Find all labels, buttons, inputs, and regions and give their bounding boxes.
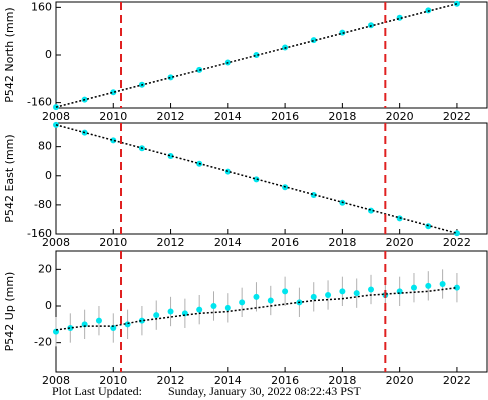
data-point <box>410 284 417 291</box>
x-tick-label: 2014 <box>214 110 242 123</box>
data-point <box>153 312 160 319</box>
footer-value: Sunday, January 30, 2022 08:22:43 PST <box>168 384 362 398</box>
model-line <box>55 124 458 234</box>
x-tick-label: 2012 <box>157 110 185 123</box>
data-point <box>167 74 174 81</box>
data-point <box>167 308 174 315</box>
x-tick-label: 2022 <box>443 110 471 123</box>
data-point <box>339 288 346 295</box>
x-tick-label: 2018 <box>328 374 356 387</box>
footer-label: Plot Last Updated: <box>52 384 142 398</box>
y-tick-label: 0 <box>45 169 52 182</box>
x-tick-label: 2008 <box>42 110 70 123</box>
data-point <box>339 29 346 36</box>
y-tick-label: -160 <box>27 227 52 240</box>
data-point <box>453 284 460 291</box>
data-point <box>453 230 460 237</box>
data-point <box>167 153 174 160</box>
y-tick-label: 0 <box>45 299 52 312</box>
y-tick-label: 160 <box>31 0 52 13</box>
model-line <box>55 3 458 108</box>
y-tick-label: -80 <box>34 198 52 211</box>
data-point <box>325 292 332 298</box>
x-tick-label: 2016 <box>271 236 299 249</box>
y-tick-label: 0 <box>45 48 52 61</box>
data-point <box>282 288 289 295</box>
x-tick-label: 2018 <box>328 110 356 123</box>
data-point <box>95 317 102 324</box>
data-point <box>81 321 88 328</box>
x-tick-label: 2014 <box>214 374 242 387</box>
data-point <box>425 282 432 289</box>
y-tick-label: -160 <box>27 96 52 109</box>
data-point <box>138 317 145 324</box>
data-point <box>224 304 231 311</box>
data-point <box>110 89 117 96</box>
data-point <box>439 281 446 287</box>
y-tick-label: 20 <box>38 262 52 275</box>
y-axis-label: P542 North (mm) <box>3 7 16 102</box>
x-tick-label: 2016 <box>271 374 299 387</box>
x-tick-label: 2020 <box>386 110 414 123</box>
data-point <box>110 137 117 144</box>
model-line <box>55 286 458 331</box>
x-tick-label: 2022 <box>443 374 471 387</box>
data-point <box>210 303 217 309</box>
x-tick-label: 2010 <box>99 374 127 387</box>
y-tick-label: 80 <box>38 140 52 153</box>
data-point <box>253 293 260 300</box>
x-tick-label: 2022 <box>443 236 471 249</box>
x-tick-label: 2012 <box>157 374 185 387</box>
plot-frame <box>55 122 488 235</box>
x-tick-label: 2018 <box>328 236 356 249</box>
y-axis-label: P542 Up (mm) <box>3 272 16 352</box>
x-tick-label: 2010 <box>99 110 127 123</box>
x-tick-label: 2016 <box>271 110 299 123</box>
plot-frame <box>55 250 488 373</box>
x-tick-label: 2008 <box>42 374 70 387</box>
y-tick-label: -20 <box>34 336 52 349</box>
data-point <box>239 299 246 306</box>
x-tick-label: 2010 <box>99 236 127 249</box>
data-point <box>196 306 203 313</box>
x-tick-label: 2012 <box>157 236 185 249</box>
data-point <box>267 297 274 304</box>
data-point <box>453 0 460 7</box>
data-point <box>425 7 432 14</box>
data-point <box>310 293 317 300</box>
x-tick-label: 2020 <box>386 236 414 249</box>
x-tick-label: 2014 <box>214 236 242 249</box>
y-axis-label: P542 East (mm) <box>3 134 16 222</box>
x-tick-label: 2020 <box>386 374 414 387</box>
x-tick-label: 2008 <box>42 236 70 249</box>
data-point <box>67 325 74 331</box>
data-point <box>196 66 203 73</box>
data-point <box>353 290 360 297</box>
data-point <box>368 286 375 293</box>
